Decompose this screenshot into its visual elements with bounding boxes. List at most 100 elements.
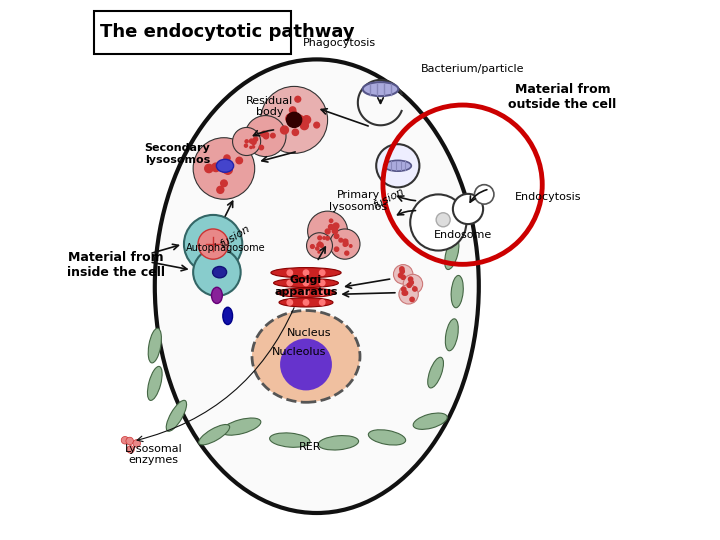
Circle shape: [344, 239, 348, 243]
Text: Material from
inside the cell: Material from inside the cell: [67, 251, 165, 279]
Circle shape: [193, 138, 255, 199]
Circle shape: [281, 126, 289, 134]
Circle shape: [184, 215, 242, 273]
Circle shape: [251, 139, 256, 145]
Ellipse shape: [363, 82, 398, 96]
Ellipse shape: [318, 436, 359, 450]
Circle shape: [271, 133, 275, 138]
Text: Secondary
lysosomos: Secondary lysosomos: [145, 143, 210, 165]
Text: Golgi
apparatus: Golgi apparatus: [274, 275, 338, 297]
Circle shape: [287, 280, 292, 286]
Circle shape: [323, 237, 325, 239]
Ellipse shape: [274, 279, 338, 287]
Circle shape: [287, 270, 292, 275]
Circle shape: [220, 180, 228, 187]
Circle shape: [310, 245, 314, 248]
Ellipse shape: [212, 267, 227, 278]
Text: RER: RER: [299, 442, 322, 451]
Circle shape: [292, 129, 299, 136]
Text: fusion: fusion: [218, 224, 251, 249]
Circle shape: [325, 237, 329, 240]
Text: Lysosomal
enzymes: Lysosomal enzymes: [125, 444, 183, 465]
Circle shape: [398, 273, 402, 278]
Circle shape: [343, 242, 347, 246]
Circle shape: [320, 300, 325, 305]
Circle shape: [127, 446, 135, 453]
Text: Material from
outside the cell: Material from outside the cell: [508, 83, 616, 111]
Circle shape: [220, 166, 225, 171]
Circle shape: [330, 229, 360, 259]
Circle shape: [290, 117, 298, 124]
Circle shape: [233, 127, 261, 156]
Circle shape: [133, 440, 140, 447]
Ellipse shape: [384, 160, 411, 171]
Circle shape: [244, 144, 248, 147]
Circle shape: [236, 157, 243, 164]
Circle shape: [320, 280, 325, 286]
Circle shape: [287, 112, 302, 127]
Circle shape: [249, 139, 253, 143]
Circle shape: [303, 280, 309, 286]
Circle shape: [295, 96, 301, 102]
Circle shape: [413, 287, 417, 291]
Circle shape: [339, 238, 343, 242]
Circle shape: [286, 114, 295, 123]
Circle shape: [314, 122, 320, 128]
Circle shape: [408, 277, 413, 281]
Circle shape: [261, 131, 267, 137]
Text: Nucleolus: Nucleolus: [272, 347, 327, 357]
Circle shape: [287, 300, 292, 305]
Ellipse shape: [445, 319, 459, 351]
Circle shape: [245, 116, 286, 157]
Circle shape: [330, 219, 333, 222]
Ellipse shape: [222, 418, 261, 435]
Circle shape: [436, 213, 450, 227]
Circle shape: [289, 114, 295, 119]
Circle shape: [400, 267, 404, 271]
Text: Primary
lysosomos: Primary lysosomos: [329, 190, 387, 212]
Circle shape: [332, 228, 338, 234]
Circle shape: [259, 145, 264, 150]
Circle shape: [394, 265, 413, 284]
Ellipse shape: [451, 275, 463, 308]
Circle shape: [409, 280, 413, 285]
Circle shape: [265, 133, 269, 136]
Ellipse shape: [217, 159, 233, 172]
Circle shape: [328, 225, 333, 230]
Circle shape: [204, 164, 213, 173]
Circle shape: [334, 234, 339, 239]
Circle shape: [318, 251, 320, 253]
Text: Endocytosis: Endocytosis: [515, 192, 582, 202]
Circle shape: [261, 133, 264, 136]
Circle shape: [225, 168, 231, 174]
Circle shape: [198, 229, 228, 259]
Circle shape: [320, 290, 325, 295]
Circle shape: [333, 223, 339, 229]
Circle shape: [410, 194, 467, 251]
Circle shape: [307, 233, 333, 259]
Circle shape: [402, 291, 406, 295]
Ellipse shape: [148, 366, 162, 401]
Circle shape: [453, 194, 483, 224]
Circle shape: [403, 274, 423, 294]
Circle shape: [296, 116, 305, 125]
Text: fusion: fusion: [372, 186, 406, 211]
Circle shape: [320, 244, 323, 247]
Ellipse shape: [155, 59, 479, 513]
Circle shape: [225, 166, 233, 173]
Circle shape: [217, 186, 224, 193]
Circle shape: [403, 291, 408, 295]
Circle shape: [315, 247, 319, 250]
Circle shape: [320, 270, 325, 275]
Circle shape: [334, 247, 338, 251]
Circle shape: [376, 144, 419, 187]
Circle shape: [401, 275, 405, 279]
Circle shape: [121, 436, 129, 444]
Circle shape: [407, 283, 411, 287]
Circle shape: [474, 185, 494, 204]
Circle shape: [253, 137, 258, 141]
Text: The endocytotic pathway: The endocytotic pathway: [99, 23, 354, 42]
Ellipse shape: [148, 328, 161, 363]
Ellipse shape: [271, 267, 341, 278]
Circle shape: [223, 167, 230, 173]
